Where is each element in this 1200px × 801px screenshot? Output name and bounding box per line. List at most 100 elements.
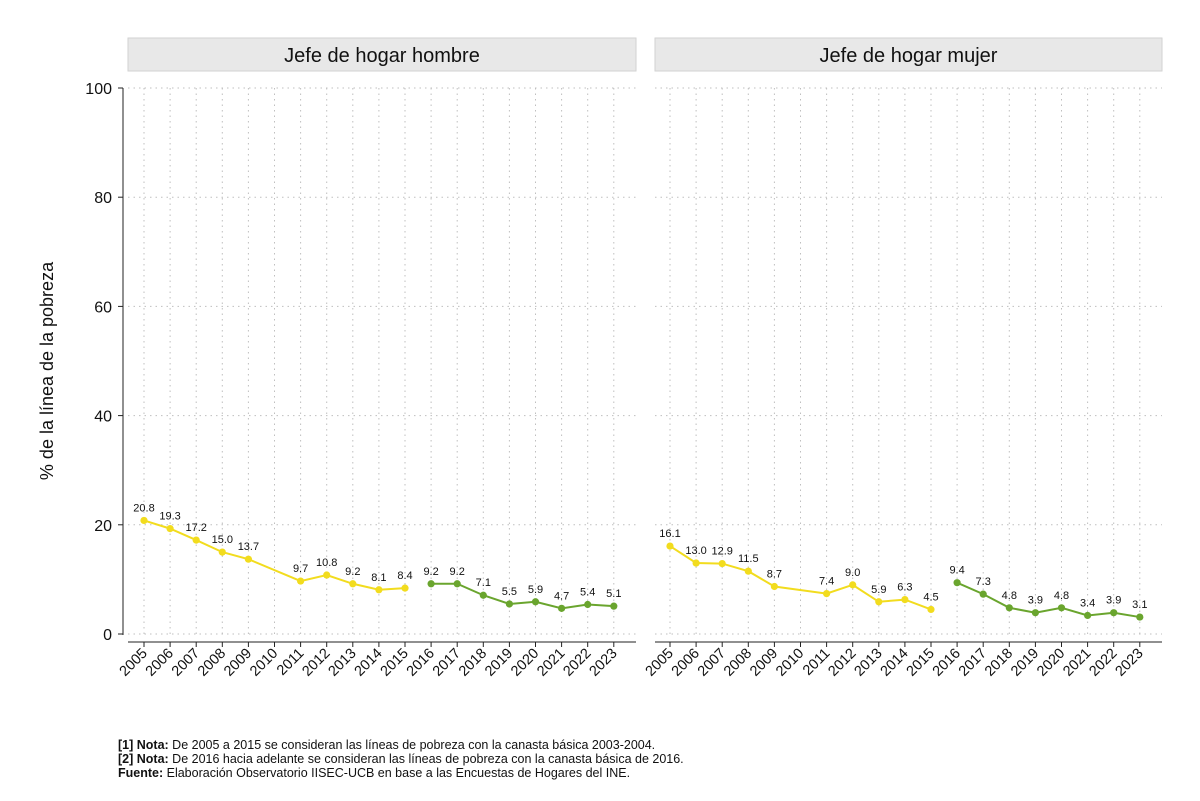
note-1: [1] Nota: De 2005 a 2015 se consideran l… [118,738,684,752]
data-label-2018: 7.1 [476,577,491,589]
y-tick-label-20: 20 [94,518,112,535]
note-1-text: De 2005 a 2015 se consideran las líneas … [168,738,656,752]
data-label-2012: 9.0 [845,567,860,579]
data-point-2005 [666,542,674,550]
x-tick-label-2011: 2011 [274,646,307,679]
data-label-2012: 10.8 [316,557,337,569]
x-tick-label-2009: 2009 [747,646,781,680]
x-tick-label-2010: 2010 [773,646,807,680]
data-label-2017: 7.3 [976,576,991,588]
data-point-2016 [427,580,435,588]
series-line-canasta_2003_2004 [143,519,406,591]
x-tick-label-2018: 2018 [982,646,1016,680]
data-label-2007: 12.9 [711,546,732,558]
panel-header [127,37,637,72]
data-label-2019: 5.5 [502,586,517,598]
data-point-2015 [927,605,935,614]
chart-notes: [1] Nota: De 2005 a 2015 se consideran l… [118,738,684,780]
data-point-2013 [349,580,357,588]
x-tick-label-2015: 2015 [378,646,412,680]
data-label-2006: 13.0 [685,545,706,557]
data-point-2017 [453,580,461,588]
data-label-2015: 4.5 [923,591,938,603]
data-point-2023 [610,602,618,610]
data-point-2006 [692,559,700,567]
data-label-2008: 15.0 [212,534,233,546]
x-tick-label-2013: 2013 [851,646,885,680]
x-tick-label-2015: 2015 [904,646,938,680]
note-2-tag: [2] Nota: [118,752,169,766]
data-point-2023 [1136,613,1144,621]
x-tick-label-2018: 2018 [456,646,490,680]
data-label-2020: 5.9 [528,584,543,596]
data-point-2020 [1057,604,1066,612]
x-tick-label-2019: 2019 [1008,646,1042,680]
data-point-2009 [770,582,779,591]
source-text: Elaboración Observatorio IISEC-UCB en ba… [163,766,631,780]
y-tick-label-80: 80 [94,190,112,207]
x-tick-label-2009: 2009 [221,646,255,680]
data-point-2014 [375,586,383,594]
data-label-2018: 4.8 [1002,590,1017,602]
x-tick-label-2023: 2023 [1112,646,1146,680]
note-1-tag: [1] Nota: [118,738,169,752]
data-label-2009: 8.7 [767,568,782,580]
data-label-2020: 4.8 [1054,590,1069,602]
data-point-2022 [584,600,592,609]
data-label-2017: 9.2 [450,566,465,578]
x-tick-label-2006: 2006 [143,646,177,680]
data-point-2005 [140,516,148,525]
x-tick-label-2020: 2020 [508,646,542,680]
x-tick-label-2022: 2022 [560,646,594,680]
data-label-2013: 5.9 [871,584,886,596]
x-tick-label-2007: 2007 [695,646,729,680]
x-tick-label-2007: 2007 [169,646,203,680]
data-point-2006 [166,525,174,533]
series-line-canasta_2016 [956,581,1140,619]
data-label-2005: 16.1 [659,528,680,540]
data-point-2007 [718,559,726,568]
data-point-2011 [297,577,305,585]
y-tick-label-100: 100 [85,81,112,98]
data-point-2014 [901,596,909,604]
data-point-2009 [244,555,252,563]
y-tick-label-0: 0 [103,627,112,644]
data-point-2012 [323,571,331,579]
panel-2: Jefe de hogar mujer200520062007200820092… [643,37,1163,680]
data-point-2018 [479,591,487,599]
x-tick-label-2008: 2008 [195,646,229,680]
panel-header [654,37,1163,72]
x-tick-label-2014: 2014 [352,646,386,680]
data-point-2011 [823,589,831,598]
x-tick-label-2012: 2012 [299,646,333,680]
data-label-2014: 6.3 [897,582,912,594]
x-tick-label-2020: 2020 [1034,646,1068,680]
x-tick-label-2013: 2013 [325,646,359,680]
data-point-2021 [1084,611,1092,620]
data-point-2013 [875,598,883,606]
x-tick-label-2014: 2014 [878,646,912,680]
y-axis-label: % de la línea de la pobreza [37,261,57,480]
x-tick-label-2008: 2008 [721,646,755,680]
series-line-canasta_2016 [431,582,614,610]
data-label-2016: 9.4 [949,565,964,577]
data-label-2008: 11.5 [738,553,759,565]
data-label-2009: 13.7 [238,541,259,553]
data-point-2019 [1031,609,1039,617]
data-point-2021 [558,604,566,612]
source-note: Fuente: Elaboración Observatorio IISEC-U… [118,766,684,780]
data-point-2017 [979,590,987,598]
data-label-2023: 3.1 [1132,599,1147,611]
x-tick-label-2019: 2019 [482,646,516,680]
data-point-2022 [1110,609,1118,617]
data-label-2014: 8.1 [371,572,386,584]
x-tick-label-2005: 2005 [117,646,151,680]
data-point-2008 [218,548,226,556]
y-tick-label-40: 40 [94,409,112,426]
data-point-2008 [744,567,752,575]
data-label-2023: 5.1 [606,588,621,600]
y-tick-label-60: 60 [94,299,112,316]
source-tag: Fuente: [118,766,164,780]
data-label-2015: 8.4 [397,570,412,582]
